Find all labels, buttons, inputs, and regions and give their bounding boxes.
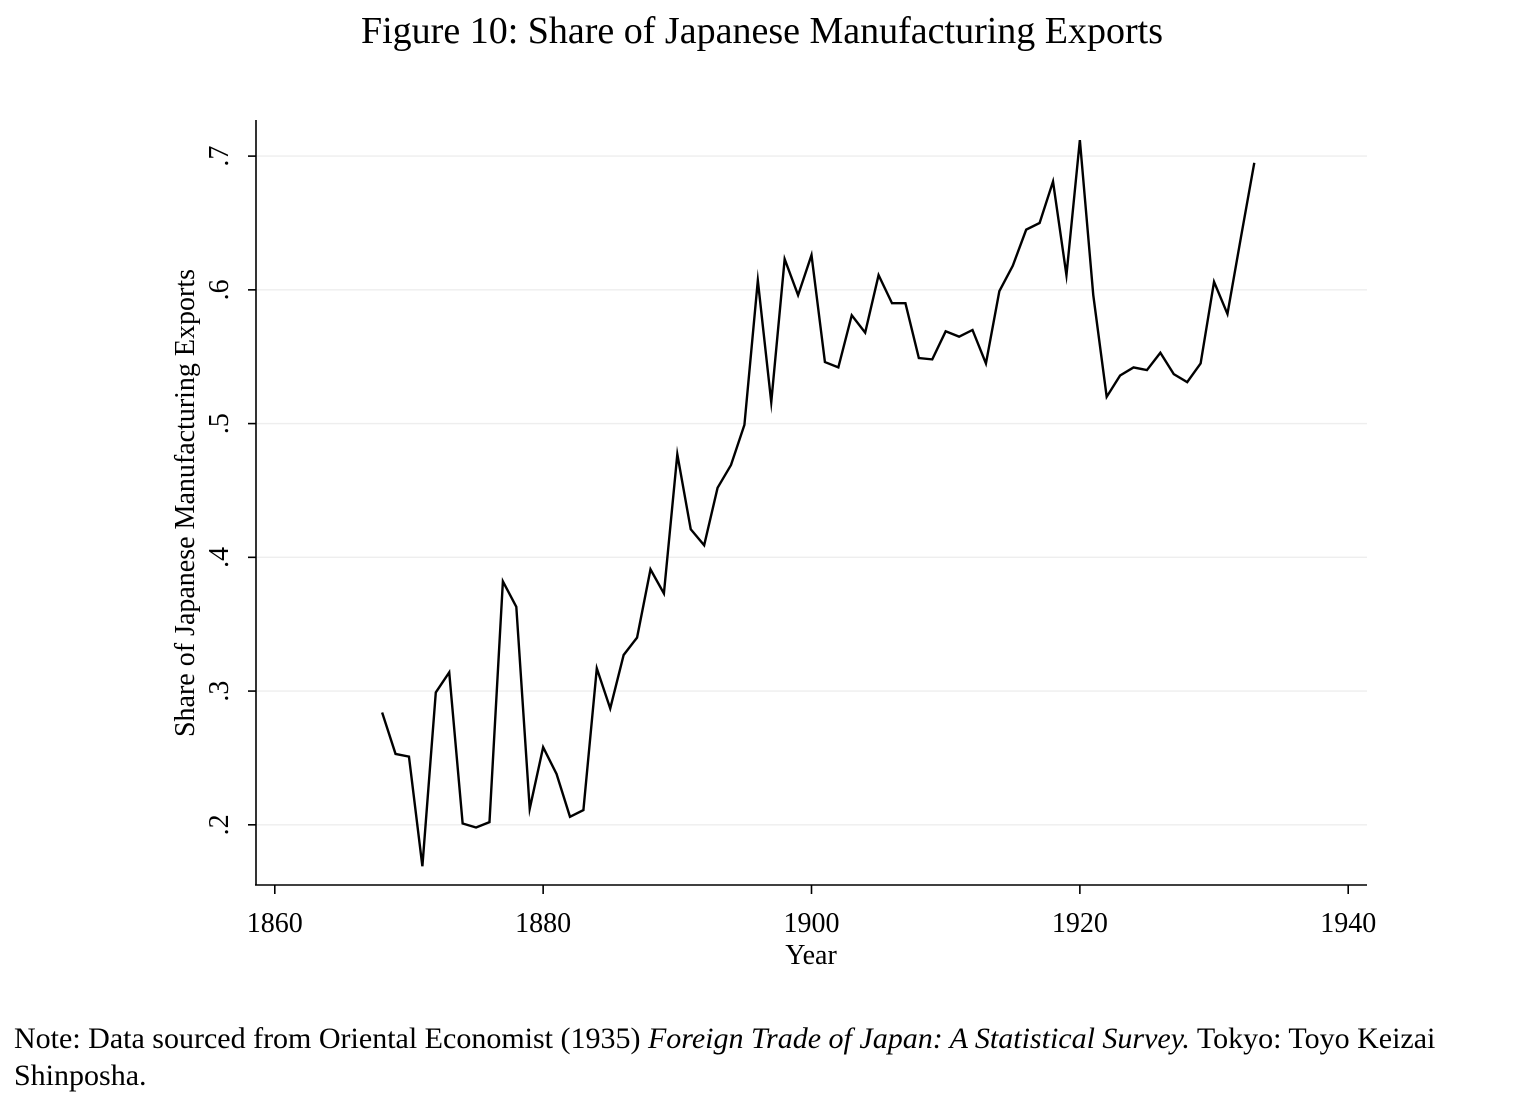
x-tick-label: 1920 <box>1052 908 1108 939</box>
y-axis-title: Share of Japanese Manufacturing Exports <box>170 269 201 737</box>
y-tick-label: .3 <box>204 681 235 702</box>
y-tick-label: .7 <box>204 146 235 167</box>
gridlines <box>257 155 1367 826</box>
x-axis-ticks: 1860 1880 1900 1920 1940 <box>247 885 1376 939</box>
y-tick-label: .5 <box>204 413 235 434</box>
x-tick-label: 1940 <box>1320 908 1376 939</box>
figure-note: Note: Data sourced from Oriental Economi… <box>14 1020 1514 1094</box>
x-tick-label: 1860 <box>247 908 303 939</box>
note-suffix: Tokyo: Toyo Keizai Shinposha. <box>14 1022 1436 1092</box>
x-axis-title: Year <box>785 940 837 971</box>
line-chart: 1860 1880 1900 1920 1940 .2 .3 .4 .5 .6 .7 Year S… <box>170 120 1376 971</box>
y-tick-label: .6 <box>204 279 235 300</box>
note-prefix: Note: Data sourced from Oriental Economi… <box>14 1022 648 1055</box>
axes <box>255 120 1367 886</box>
series-layer <box>380 139 1256 867</box>
x-tick-label: 1900 <box>784 908 840 939</box>
series-line <box>380 139 1256 867</box>
note-source-title: Foreign Trade of Japan: A Statistical Su… <box>647 1022 1190 1055</box>
y-tick-label: .4 <box>204 547 235 568</box>
y-tick-label: .2 <box>204 814 235 835</box>
x-tick-label: 1880 <box>515 908 571 939</box>
y-axis-ticks: .2 .3 .4 .5 .6 .7 <box>204 146 256 835</box>
figure-title: Figure 10: Share of Japanese Manufacturi… <box>360 10 1163 52</box>
